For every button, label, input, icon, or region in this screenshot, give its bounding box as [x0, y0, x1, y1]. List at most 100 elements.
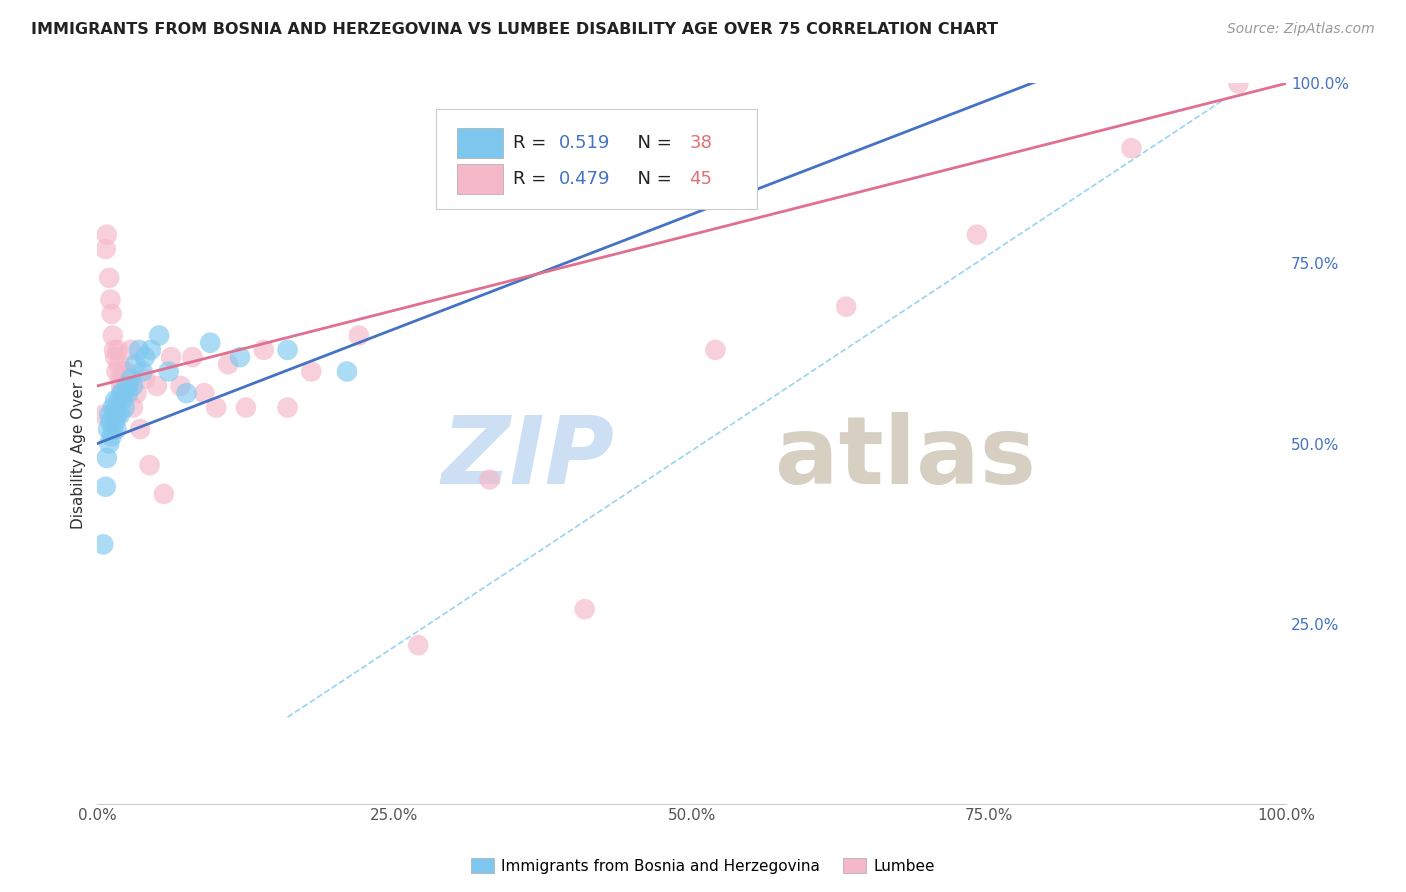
Text: 0.479: 0.479: [558, 170, 610, 188]
Point: [100, 307, 122, 321]
Point: [91, 408, 114, 422]
FancyBboxPatch shape: [457, 128, 503, 159]
Point: [107, 408, 129, 422]
Point: [205, 401, 228, 415]
Point: [131, 364, 153, 378]
Point: [117, 386, 139, 401]
Text: 0.519: 0.519: [558, 134, 610, 153]
Point: [176, 386, 198, 401]
Point: [105, 364, 128, 378]
Text: 38: 38: [689, 134, 713, 153]
Text: N =: N =: [626, 134, 678, 153]
Point: [160, 350, 183, 364]
Text: atlas: atlas: [775, 412, 1036, 504]
Text: R =: R =: [513, 134, 553, 153]
Point: [105, 401, 128, 415]
Text: Source: ZipAtlas.com: Source: ZipAtlas.com: [1227, 22, 1375, 37]
Point: [148, 328, 170, 343]
Point: [277, 343, 299, 357]
Text: ZIP: ZIP: [441, 412, 614, 504]
Point: [115, 379, 138, 393]
Point: [157, 364, 180, 378]
Point: [111, 364, 134, 378]
Point: [120, 343, 142, 357]
Point: [122, 401, 145, 415]
Point: [277, 401, 299, 415]
Point: [478, 473, 501, 487]
Point: [139, 343, 162, 357]
Point: [98, 408, 121, 422]
Point: [138, 458, 160, 472]
Point: [193, 386, 215, 401]
Point: [103, 343, 125, 357]
Y-axis label: Disability Age Over 75: Disability Age Over 75: [72, 358, 86, 529]
Point: [100, 429, 122, 443]
Point: [146, 379, 169, 393]
Point: [835, 300, 858, 314]
Point: [574, 602, 596, 616]
Point: [134, 350, 156, 364]
Point: [125, 386, 148, 401]
Point: [104, 415, 127, 429]
Point: [110, 379, 132, 393]
Point: [110, 386, 132, 401]
Point: [122, 379, 145, 393]
Point: [128, 343, 150, 357]
Point: [299, 364, 322, 378]
Text: R =: R =: [513, 170, 553, 188]
Point: [97, 422, 120, 436]
Point: [91, 537, 114, 551]
Point: [181, 350, 204, 364]
Point: [120, 372, 142, 386]
Point: [1227, 77, 1250, 91]
Point: [107, 343, 129, 357]
FancyBboxPatch shape: [436, 109, 756, 210]
Point: [336, 364, 359, 378]
Point: [129, 422, 152, 436]
Point: [105, 422, 128, 436]
Point: [111, 393, 134, 408]
Legend: Immigrants from Bosnia and Herzegovina, Lumbee: Immigrants from Bosnia and Herzegovina, …: [465, 852, 941, 880]
Point: [101, 401, 124, 415]
Point: [235, 401, 257, 415]
Point: [153, 487, 176, 501]
Point: [103, 408, 125, 422]
Point: [96, 227, 118, 242]
Point: [104, 350, 127, 364]
Text: N =: N =: [626, 170, 678, 188]
Point: [108, 408, 131, 422]
Point: [115, 364, 138, 378]
Point: [704, 343, 727, 357]
Point: [169, 379, 191, 393]
Point: [124, 357, 146, 371]
Point: [117, 379, 139, 393]
Point: [966, 227, 988, 242]
Point: [107, 393, 129, 408]
Point: [108, 372, 131, 386]
Point: [94, 480, 117, 494]
Point: [347, 328, 370, 343]
FancyBboxPatch shape: [457, 164, 503, 194]
Point: [100, 293, 122, 307]
Point: [101, 328, 124, 343]
Point: [101, 422, 124, 436]
Point: [406, 638, 429, 652]
Point: [134, 372, 156, 386]
Point: [100, 415, 122, 429]
Point: [253, 343, 276, 357]
Text: IMMIGRANTS FROM BOSNIA AND HERZEGOVINA VS LUMBEE DISABILITY AGE OVER 75 CORRELAT: IMMIGRANTS FROM BOSNIA AND HERZEGOVINA V…: [31, 22, 998, 37]
Text: 45: 45: [689, 170, 713, 188]
Point: [107, 357, 129, 371]
Point: [112, 386, 135, 401]
Point: [98, 436, 121, 450]
Point: [112, 386, 135, 401]
Point: [96, 450, 118, 465]
Point: [94, 242, 117, 256]
Point: [104, 393, 127, 408]
Point: [98, 271, 121, 285]
Point: [229, 350, 252, 364]
Point: [1121, 141, 1143, 155]
Point: [217, 357, 239, 371]
Point: [200, 335, 222, 350]
Point: [114, 401, 136, 415]
